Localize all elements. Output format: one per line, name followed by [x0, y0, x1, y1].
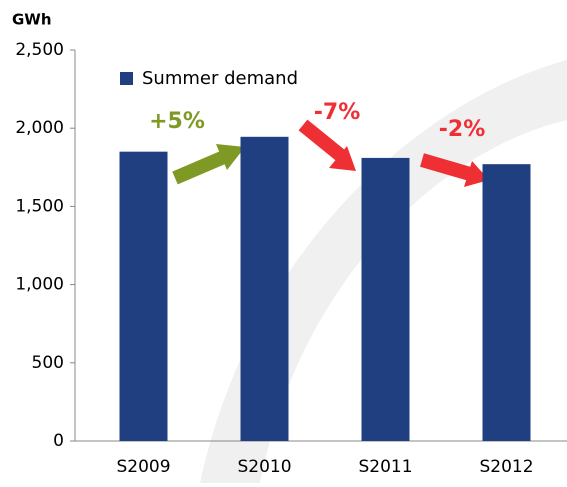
x-tick-label: S2012: [479, 457, 533, 477]
x-tick-label: S2010: [237, 457, 291, 477]
y-tick-label: 1,500: [15, 196, 64, 216]
bar: [119, 151, 168, 441]
legend-label: Summer demand: [142, 68, 298, 89]
y-tick-label: 0: [53, 431, 64, 451]
bar: [240, 136, 289, 441]
annotation: -7%: [314, 100, 360, 125]
x-tick-label: S2009: [116, 457, 170, 477]
arrow-up: [172, 144, 245, 185]
arrow-head: [216, 144, 245, 170]
arrow-shaft: [420, 153, 472, 181]
y-tick-label: 2,500: [15, 40, 64, 60]
x-tick-label: S2011: [358, 457, 412, 477]
y-tick-label: 500: [32, 353, 64, 373]
unit-label: GWh: [12, 11, 52, 29]
arrow-shaft: [298, 119, 345, 161]
y-tick-label: 1,000: [15, 275, 64, 295]
annotation: +5%: [149, 109, 205, 134]
arrow-down: [298, 119, 356, 171]
bar: [361, 157, 410, 441]
annotation: -2%: [439, 117, 485, 142]
arrow-head: [329, 146, 356, 171]
legend-swatch: [120, 72, 133, 85]
arrow-shaft: [172, 150, 227, 185]
background-swoosh: [200, 60, 567, 483]
y-tick-label: 2,000: [15, 118, 64, 138]
bar: [482, 164, 531, 441]
